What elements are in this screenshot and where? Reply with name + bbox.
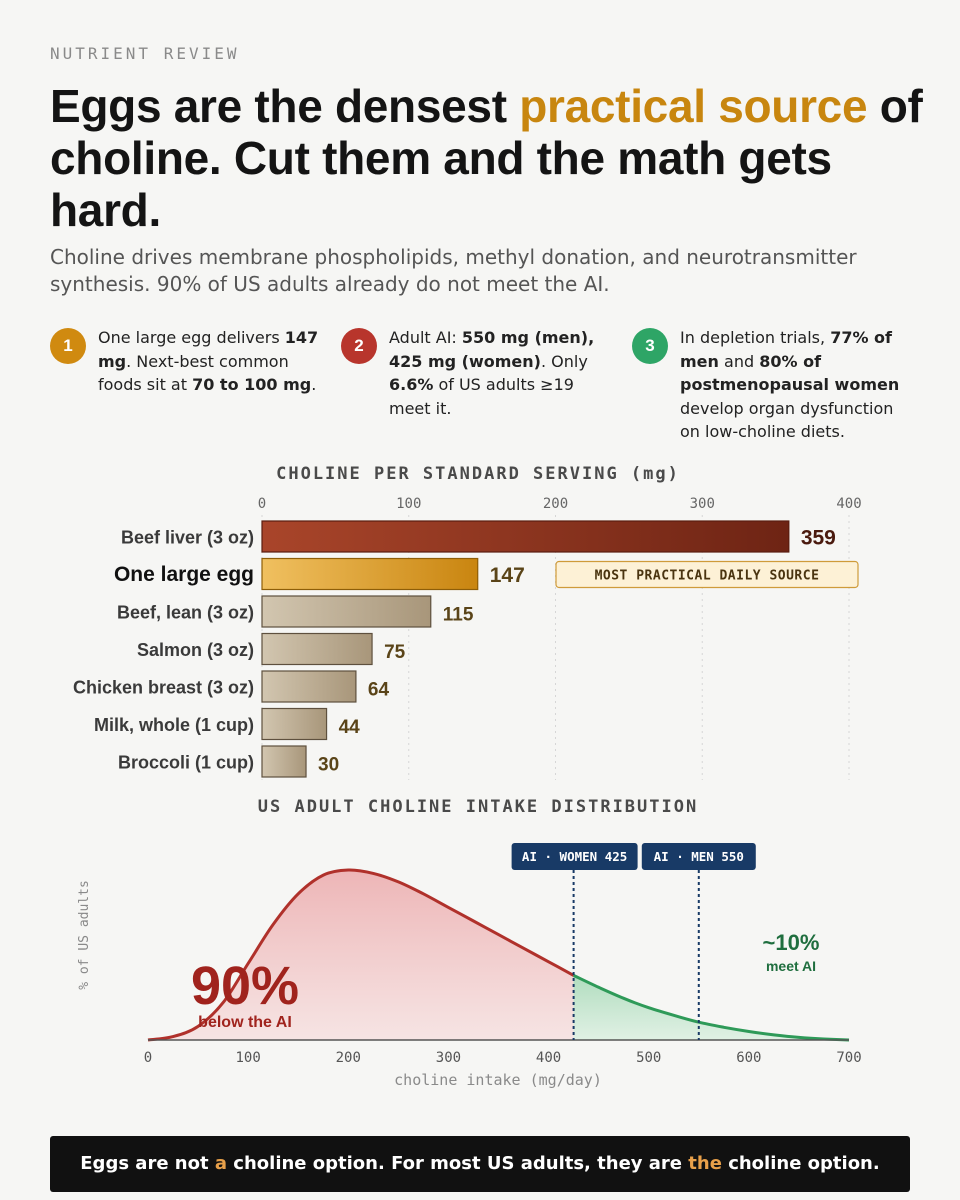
meets-ai-label: meet AI (766, 958, 816, 974)
bar-x-tick-label: 100 (396, 496, 421, 512)
distribution-x-tick-label: 400 (536, 1050, 561, 1066)
page-subtitle: Choline drives membrane phospholipids, m… (50, 245, 857, 296)
fact-text-segment: 80% of postmenopausal women (680, 351, 900, 395)
bar-value-label: 75 (384, 642, 406, 663)
bar-x-tick-label: 200 (543, 496, 568, 512)
ai-reference-label: AI · WOMEN 425 (522, 849, 627, 864)
distribution-x-tick-label: 500 (636, 1050, 661, 1066)
footer-part-1: Eggs are not (80, 1153, 215, 1174)
bar (261, 632, 373, 666)
fact-text: Adult AI: 550 mg (men), 425 mg (women). … (389, 326, 611, 420)
title-part-1: Eggs are the densest (50, 80, 520, 132)
below-ai-curve (147, 868, 575, 1042)
footer-part-3: choline option. For most US adults, they… (227, 1153, 689, 1174)
bar-value-label: 115 (443, 605, 474, 626)
fact-text: One large egg delivers 147 mg. Next-best… (98, 326, 320, 397)
bar-category-label: Milk, whole (1 cup) (94, 715, 254, 735)
footer-accent-the: the (688, 1153, 722, 1174)
fact-text-segment: One large egg delivers (98, 328, 285, 347)
kicker-label: NUTRIENT REVIEW (50, 44, 240, 63)
bar-x-tick-label: 400 (836, 496, 861, 512)
distribution-x-tick-label: 100 (235, 1050, 260, 1066)
bar-category-label: Beef liver (3 oz) (121, 528, 254, 548)
fact-text-segment: and (718, 351, 760, 371)
fact-3: 3 In depletion trials, 77% of men and 80… (632, 326, 912, 444)
bar (261, 557, 479, 591)
distribution-x-tick-label: 0 (144, 1050, 152, 1066)
below-ai-area (148, 869, 574, 1040)
distribution-x-tick-label: 600 (736, 1050, 761, 1066)
fact-number-badge: 2 (341, 328, 377, 364)
bar-x-tick-label: 300 (690, 496, 715, 512)
bar (261, 745, 307, 778)
bar-category-label: Chicken breast (3 oz) (73, 678, 254, 698)
bar (261, 707, 328, 741)
footer-accent-a: a (214, 1153, 228, 1174)
bar-value-label: 44 (339, 717, 361, 738)
bar (261, 520, 790, 553)
distribution-chart-title: US ADULT CHOLINE INTAKE DISTRIBUTION (258, 797, 698, 817)
fact-2: 2 Adult AI: 550 mg (men), 425 mg (women)… (341, 326, 611, 420)
fact-text-segment: Adult AI: (389, 328, 462, 347)
fact-text-segment: 77% of men (680, 328, 893, 371)
bar-category-label: Salmon (3 oz) (137, 640, 254, 660)
bar-category-label: One large egg (114, 563, 254, 586)
distribution-y-axis-label: % of US adults (77, 880, 92, 990)
distribution-x-tick-label: 700 (836, 1050, 861, 1066)
title-part-3: of choline. Cut them and the math gets h… (50, 80, 923, 236)
bar-value-label: 359 (801, 527, 836, 550)
fact-text-segment: . Next-best common foods sit at (98, 351, 289, 395)
fact-text-segment: 550 mg (men), 425 mg (women) (389, 328, 595, 371)
most-practical-badge (555, 560, 859, 589)
meets-ai-area (573, 975, 849, 1040)
bar-value-label: 64 (368, 680, 390, 701)
below-ai-label: below the AI (198, 1014, 292, 1031)
fact-text-segment: . Only (540, 351, 588, 371)
fact-number-badge: 1 (50, 328, 86, 364)
choline-per-serving-chart: CHOLINE PER STANDARD SERVING (mg) 0 100 20… (73, 464, 862, 780)
key-facts: 1 One large egg delivers 147 mg. Next-be… (50, 326, 930, 446)
distribution-x-tick-label: 300 (436, 1050, 461, 1066)
meets-ai-percent: ~10% (763, 930, 820, 955)
distribution-x-tick-label: 200 (336, 1050, 361, 1066)
ai-reference-label: AI · MEN 550 (654, 849, 744, 864)
fact-text-segment: 70 to 100 mg (192, 375, 312, 394)
bar-x-tick-label: 0 (258, 496, 266, 512)
footer-banner: Eggs are not a choline option. For most … (50, 1136, 910, 1192)
title-highlight: practical source (519, 80, 868, 132)
page-title: Eggs are the densest practical source of… (50, 80, 930, 236)
footer-part-5: choline option. (721, 1153, 880, 1174)
fact-text-segment: of US adults ≥19 meet it. (389, 375, 574, 418)
fact-1: 1 One large egg delivers 147 mg. Next-be… (50, 326, 320, 397)
ai-reference-badge (511, 843, 638, 870)
bar-value-label: 147 (490, 564, 525, 587)
fact-number-badge: 3 (632, 328, 668, 364)
most-practical-badge-label: MOST PRACTICAL DAILY SOURCE (595, 569, 820, 584)
fact-text: In depletion trials, 77% of men and 80% … (680, 326, 912, 444)
fact-text-segment: . (311, 375, 317, 394)
bar-value-label: 30 (318, 755, 339, 776)
bar (261, 595, 432, 628)
fact-text-segment: In depletion trials, (680, 328, 831, 347)
fact-text-segment: develop organ dysfunction on low-choline… (680, 398, 894, 442)
intake-distribution-chart: US ADULT CHOLINE INTAKE DISTRIBUTION % o… (77, 797, 862, 1089)
bar-chart-title: CHOLINE PER STANDARD SERVING (mg) (276, 464, 680, 484)
bar-category-label: Beef, lean (3 oz) (117, 603, 254, 623)
fact-text-segment: 6.6% (389, 375, 434, 394)
fact-text-segment: 147 mg (98, 328, 319, 371)
bar (261, 670, 357, 703)
meets-ai-curve (572, 974, 850, 1042)
below-ai-percent: 90% (191, 956, 299, 1016)
distribution-x-axis-label: choline intake (mg/day) (394, 1071, 602, 1089)
bar-category-label: Broccoli (1 cup) (118, 753, 254, 773)
ai-reference-badge (641, 843, 756, 870)
